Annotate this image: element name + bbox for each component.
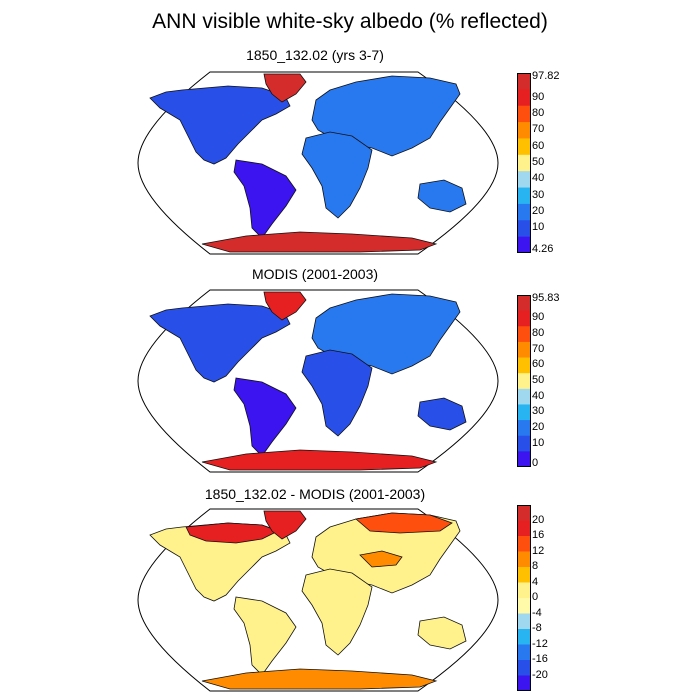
colorbar-label: 70: [532, 342, 545, 355]
region-greenland: [263, 510, 307, 540]
colorbar-label: -16: [532, 653, 548, 665]
region-siberia: [355, 512, 453, 534]
colorbar-label: 30: [532, 188, 545, 201]
colorbar-label: 60: [532, 358, 545, 371]
region-antarctica: [201, 668, 438, 690]
panel-2-colorbar: [517, 295, 531, 467]
colorbar-label: 20: [532, 205, 545, 218]
colorbar-label: 50: [532, 156, 545, 168]
colorbar-swatch: [517, 310, 531, 327]
colorbar-label: 4.26: [532, 243, 554, 255]
colorbar-label: 16: [532, 529, 545, 541]
colorbar-border: [517, 295, 531, 467]
colorbar-swatch: [517, 326, 531, 343]
panel-2-title: MODIS (2001-2003): [251, 266, 379, 282]
colorbar-label: 95.83: [532, 292, 560, 304]
colorbar-swatch: [517, 404, 531, 421]
region-canada-north: [185, 522, 279, 544]
colorbar-label: -8: [532, 622, 542, 634]
region-antarctica: [201, 449, 438, 471]
colorbar-label: -12: [532, 637, 548, 650]
colorbar-label: 4: [532, 575, 539, 588]
colorbar-swatch: [517, 644, 531, 661]
colorbar-swatch: [517, 154, 531, 172]
colorbar-label: 12: [532, 544, 545, 557]
region-greenland: [263, 73, 307, 103]
colorbar-label: 80: [532, 106, 545, 119]
colorbar-label: 30: [532, 405, 545, 418]
colorbar-swatch: [517, 675, 531, 691]
colorbar-swatch: [517, 236, 531, 253]
panel-1-title: 1850_132.02 (yrs 3-7): [246, 47, 384, 63]
panel-2-map: [137, 289, 499, 473]
colorbar-swatch: [517, 536, 531, 552]
region-south-america: [233, 159, 297, 239]
colorbar-swatch: [517, 660, 531, 676]
colorbar-label: 20: [532, 420, 545, 433]
colorbar-swatch: [517, 551, 531, 568]
colorbar-swatch: [517, 220, 531, 238]
colorbar-border: [517, 505, 531, 691]
region-africa: [301, 349, 373, 437]
colorbar-swatch: [517, 73, 531, 90]
colorbar-label: 90: [532, 311, 545, 324]
colorbar-swatch: [517, 341, 531, 359]
region-south-america: [233, 377, 297, 457]
colorbar-label: 0: [532, 591, 539, 603]
colorbar-swatch: [517, 420, 531, 437]
colorbar-swatch: [517, 138, 531, 156]
colorbar-label: 40: [532, 172, 545, 185]
colorbar-label: 50: [532, 374, 545, 386]
region-australia: [417, 397, 467, 431]
region-central-asia: [359, 550, 403, 568]
colorbar-swatch: [517, 373, 531, 390]
colorbar-swatch: [517, 171, 531, 189]
colorbar-label: -4: [532, 606, 542, 619]
region-greenland: [263, 291, 307, 321]
colorbar-swatch: [517, 598, 531, 614]
region-africa: [301, 568, 373, 656]
colorbar-border: [517, 73, 531, 253]
colorbar-swatch: [517, 582, 531, 599]
colorbar-swatch: [517, 567, 531, 583]
region-antarctica: [201, 231, 438, 253]
panel-1-colorbar: [517, 73, 531, 253]
colorbar-swatch: [517, 451, 531, 467]
colorbar-label: 40: [532, 389, 545, 402]
colorbar-swatch: [517, 505, 531, 521]
colorbar-label: 60: [532, 139, 545, 152]
region-australia: [417, 616, 467, 650]
panel-1-map: [137, 71, 499, 255]
colorbar-swatch: [517, 388, 531, 405]
colorbar-label: 0: [532, 457, 539, 469]
colorbar-label: 80: [532, 327, 545, 340]
colorbar-label: 10: [532, 221, 545, 234]
region-south-america: [233, 596, 297, 676]
colorbar-swatch: [517, 203, 531, 221]
colorbar-swatch: [517, 295, 531, 312]
colorbar-label: 90: [532, 90, 545, 103]
colorbar-label: -20: [532, 668, 548, 681]
colorbar-swatch: [517, 520, 531, 537]
colorbar-swatch: [517, 105, 531, 123]
chart-title: ANN visible white-sky albedo (% reflecte…: [152, 10, 548, 33]
colorbar-label: 97.82: [532, 70, 560, 82]
colorbar-swatch: [517, 122, 531, 139]
panel-3-map: [137, 508, 499, 692]
panel-3-colorbar: [517, 505, 531, 691]
colorbar-label: 8: [532, 560, 539, 572]
colorbar-label: 20: [532, 513, 545, 526]
region-australia: [417, 179, 467, 213]
colorbar-label: 10: [532, 436, 545, 449]
panel-3-title: 1850_132.02 - MODIS (2001-2003): [204, 486, 426, 502]
colorbar-swatch: [517, 435, 531, 452]
colorbar-swatch: [517, 89, 531, 107]
colorbar-swatch: [517, 613, 531, 630]
colorbar-swatch: [517, 629, 531, 645]
region-africa: [301, 131, 373, 219]
colorbar-swatch: [517, 187, 531, 205]
colorbar-swatch: [517, 357, 531, 374]
colorbar-label: 70: [532, 123, 545, 136]
